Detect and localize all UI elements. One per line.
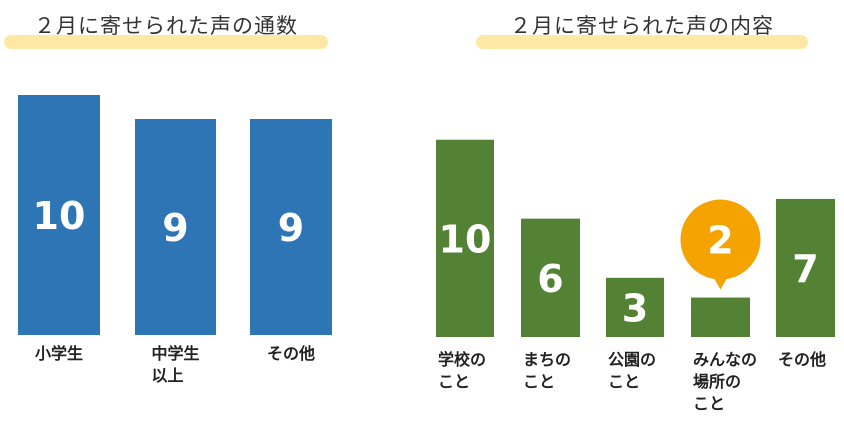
bar-value-label: 2 [707, 219, 733, 263]
bar-0-0 [18, 95, 100, 335]
left-chart-title: ２月に寄せられた声の通数 [4, 10, 328, 50]
bar-0-2 [250, 119, 332, 335]
category-label: その他 [266, 344, 316, 363]
bar-value-label: 9 [278, 206, 304, 250]
category-label: まちの こと [523, 350, 572, 391]
left-title-text: ２月に寄せられた声の通数 [34, 14, 298, 38]
right-title-text: ２月に寄せられた声の内容 [510, 14, 774, 38]
bar-1-2 [606, 277, 664, 337]
bar-value-label: 9 [162, 206, 188, 250]
bar-1-4 [776, 198, 835, 337]
right-title-highlight [476, 35, 808, 49]
category-label: 公園の こと [608, 350, 657, 391]
left-title-highlight [4, 35, 328, 49]
bar-1-0 [436, 139, 494, 337]
bar-0-1 [135, 119, 216, 335]
category-label: その他 [778, 350, 827, 369]
bar-1-3 [691, 297, 750, 337]
bar-value-label: 10 [439, 217, 492, 261]
bar-value-label: 6 [537, 257, 563, 301]
bar-1-1 [521, 218, 580, 337]
bar-value-label: 10 [33, 194, 86, 238]
bar-value-label: 3 [622, 286, 648, 330]
category-label: 小学生 [34, 344, 84, 363]
category-label: 中学生 以上 [151, 344, 200, 385]
bar-value-label: 7 [792, 247, 818, 291]
category-label: みんなの 場所の こと [693, 350, 758, 413]
category-label: 学校の こと [438, 350, 487, 391]
callout-bubble: 2 [680, 199, 761, 290]
right-chart-title: ２月に寄せられた声の内容 [476, 10, 808, 50]
